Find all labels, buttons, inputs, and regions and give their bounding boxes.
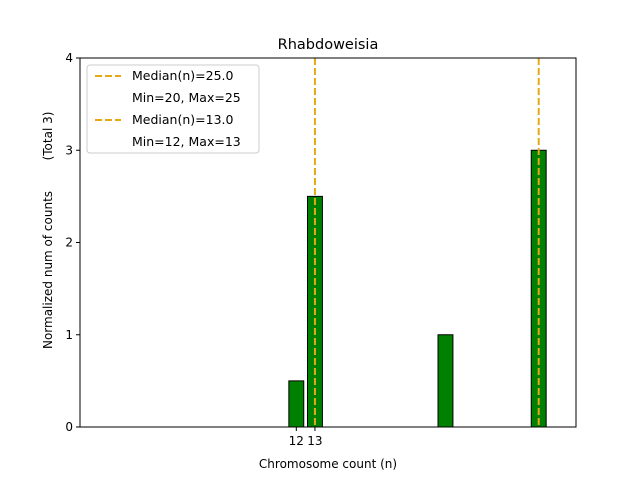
x-tick-label-0: 12: [289, 434, 304, 448]
x-tick-label-1: 13: [307, 434, 322, 448]
y-axis-ticks: 0 1 2 3 4: [65, 51, 80, 434]
legend: Median(n)=25.0 Min=20, Max=25 Median(n)=13…: [86, 64, 260, 154]
y-tick-label-1: 1: [65, 328, 73, 342]
x-axis-label: Chromosome count (n): [259, 457, 397, 471]
chart-title: Rhabdoweisia: [278, 37, 379, 53]
y-axis-label: Normalized num of counts: [41, 191, 55, 349]
bar-0: [288, 380, 305, 428]
legend-box: [86, 64, 260, 154]
y-tick-label-3: 3: [65, 143, 73, 157]
legend-median-label-0: Median(n)=25.0: [132, 68, 233, 83]
legend-range-label-0: Min=20, Max=25: [132, 90, 241, 105]
y-tick-label-0: 0: [65, 420, 73, 434]
legend-median-label-1: Median(n)=13.0: [132, 112, 233, 127]
bar-2: [437, 334, 454, 428]
y-axis-total-note: (Total 3): [41, 112, 55, 161]
x-axis-ticks: 12 13: [289, 427, 323, 448]
y-tick-label-4: 4: [65, 51, 73, 65]
median-lines-group: [313, 58, 540, 427]
legend-range-label-1: Min=12, Max=13: [132, 134, 241, 149]
bars-group: [288, 149, 547, 428]
y-tick-label-2: 2: [65, 236, 73, 250]
